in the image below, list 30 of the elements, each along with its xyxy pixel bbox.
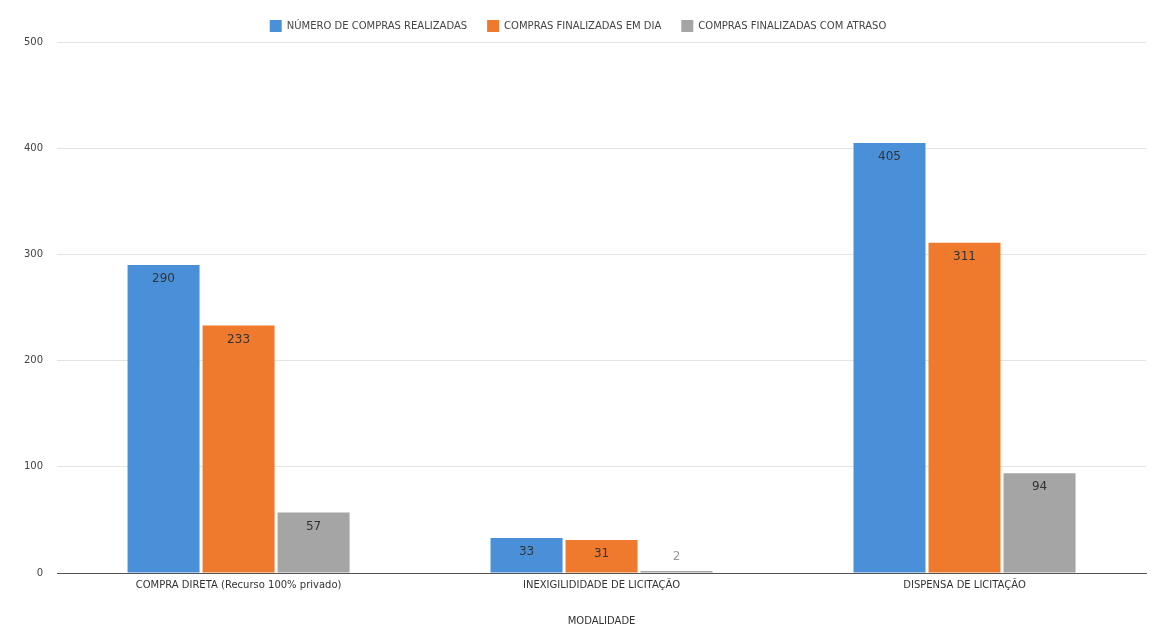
data-label: 311 [953, 248, 976, 263]
y-tick-label: 300 [23, 247, 44, 259]
x-axis-title: MODALIDADE [567, 614, 636, 626]
data-label: 31 [593, 546, 610, 561]
y-tick-label: 500 [23, 35, 44, 47]
y-tick-label: 100 [23, 460, 44, 472]
bar [565, 540, 638, 573]
data-label: 2 [672, 549, 681, 563]
data-label: 33 [518, 544, 535, 559]
y-tick-label: 0 [36, 566, 44, 578]
x-tick-label: COMPRA DIRETA (Recurso 100% privado) [135, 578, 342, 590]
bar [928, 242, 1001, 573]
data-label: 290 [152, 271, 176, 286]
data-label: 94 [1031, 479, 1048, 494]
data-label: 57 [305, 518, 322, 533]
x-tick-label: INEXIGILIDIDADE DE LICITAÇÃO [522, 577, 681, 590]
bar [202, 325, 275, 573]
legend-label: COMPRAS FINALIZADAS EM DIA [504, 19, 662, 31]
bar [490, 537, 563, 573]
y-tick-label: 200 [23, 354, 44, 366]
legend-label: COMPRAS FINALIZADAS COM ATRASO [698, 19, 887, 31]
bar [853, 142, 926, 573]
y-tick-label: 400 [23, 141, 44, 153]
data-label: 405 [878, 149, 901, 164]
legend-label: NÚMERO DE COMPRAS REALIZADAS [286, 18, 468, 31]
data-label: 233 [227, 331, 251, 346]
bar [127, 265, 200, 573]
x-tick-label: DISPENSA DE LICITAÇÃO [903, 577, 1026, 590]
bar [1003, 473, 1076, 573]
bar [277, 512, 350, 573]
